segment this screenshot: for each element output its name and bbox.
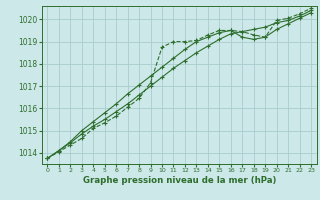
X-axis label: Graphe pression niveau de la mer (hPa): Graphe pression niveau de la mer (hPa) bbox=[83, 176, 276, 185]
